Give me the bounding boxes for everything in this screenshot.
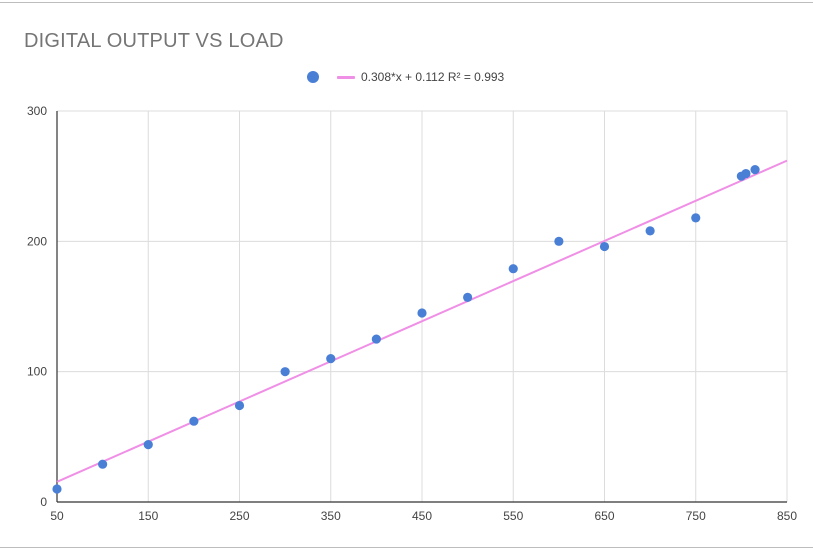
data-point xyxy=(52,484,62,494)
x-tick-label: 250 xyxy=(229,509,249,523)
chart-legend: 0.308*x + 0.112 R² = 0.993 xyxy=(307,67,504,87)
x-tick-label: 350 xyxy=(321,509,341,523)
data-point xyxy=(599,241,610,252)
y-tick-label: 200 xyxy=(27,234,47,248)
legend-series-marker xyxy=(307,71,319,83)
y-tick-label: 300 xyxy=(27,104,47,118)
trendline xyxy=(56,159,788,483)
bottom-border xyxy=(0,547,813,548)
x-tick-label: 850 xyxy=(777,509,797,523)
chart-title: DIGITAL OUTPUT VS LOAD xyxy=(24,30,284,52)
data-point xyxy=(417,308,427,318)
data-point xyxy=(326,354,336,364)
data-point xyxy=(645,226,655,236)
x-tick-label: 450 xyxy=(412,509,432,523)
data-point xyxy=(554,236,564,246)
axis-layer xyxy=(56,111,787,503)
data-point xyxy=(463,292,473,302)
x-tick-label: 550 xyxy=(503,509,523,523)
data-point xyxy=(741,168,751,179)
x-tick-label: 150 xyxy=(138,509,158,523)
data-point xyxy=(371,334,381,344)
data-point xyxy=(234,400,245,411)
top-border xyxy=(0,2,813,3)
trendline-layer xyxy=(56,159,788,483)
y-tick-label: 100 xyxy=(27,365,47,379)
data-point xyxy=(750,165,760,175)
legend-trendline-label: 0.308*x + 0.112 R² = 0.993 xyxy=(361,70,505,84)
legend-trendline-marker xyxy=(337,75,355,79)
data-point xyxy=(691,213,701,223)
x-tick-label: 650 xyxy=(594,509,614,523)
data-point xyxy=(143,440,153,450)
data-point-layer xyxy=(52,165,760,494)
data-point xyxy=(280,367,290,377)
data-point xyxy=(189,416,199,426)
data-point xyxy=(98,459,108,469)
x-tick-label: 750 xyxy=(686,509,706,523)
grid-layer xyxy=(57,110,788,502)
tick-label-layer: 50 150 250 350 450 550 650 750 850 0 100 200 300 xyxy=(27,104,797,523)
y-tick-label: 0 xyxy=(40,495,47,509)
x-tick-label: 50 xyxy=(50,509,64,523)
data-point xyxy=(508,264,518,274)
